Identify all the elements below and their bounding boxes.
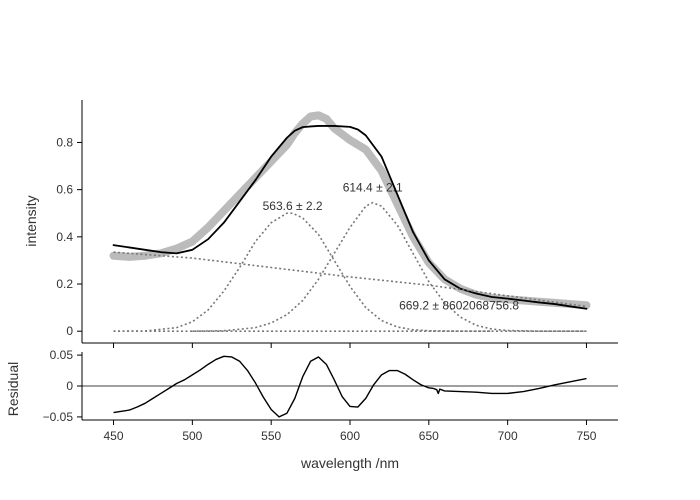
residual-y-tick-label: 0 xyxy=(66,379,73,393)
x-tick-label: 700 xyxy=(498,429,518,443)
x-tick-label: 500 xyxy=(182,429,202,443)
main-y-tick-label: 0.4 xyxy=(56,230,73,244)
residual-panel: −0.05 0 0.05 xyxy=(43,348,618,424)
main-y-tick-label: 0 xyxy=(66,324,73,338)
series-line-data xyxy=(109,111,591,310)
peak-annotation: 563.6 ± 2.2 xyxy=(263,199,323,213)
main-y-tick-label: 0.8 xyxy=(56,135,73,149)
x-tick-label: 650 xyxy=(419,429,439,443)
x-axis-title: wavelength /nm xyxy=(300,455,399,471)
y-axis-title-intensity: intensity xyxy=(23,195,39,246)
residual-y-tick-label: −0.05 xyxy=(43,410,74,424)
residual-y-tick-label: 0.05 xyxy=(50,348,74,362)
main-panel: 0 0.2 0.4 0.6 0.8 563.6 ± 2.2 614.4 ± 2.1 669.2… xyxy=(56,100,618,344)
x-tick-label: 450 xyxy=(104,429,124,443)
x-tick-label: 550 xyxy=(261,429,281,443)
series-line-fit xyxy=(112,125,588,310)
x-tick-label: 600 xyxy=(340,429,360,443)
x-axis: 450 500 550 600 650 700 750 xyxy=(104,343,597,443)
peak-annotation: 669.2 ± 8602068756.8 xyxy=(399,298,519,312)
series-line-peak-614-4 xyxy=(192,201,587,333)
residual-line xyxy=(113,355,587,418)
x-tick-label: 750 xyxy=(576,429,596,443)
y-axis-title-residual: Residual xyxy=(5,362,21,416)
main-y-tick-label: 0.2 xyxy=(56,277,73,291)
series-line-baseline-669-2 xyxy=(113,251,587,308)
peak-annotation: 614.4 ± 2.1 xyxy=(343,180,403,194)
main-y-tick-label: 0.6 xyxy=(56,183,73,197)
